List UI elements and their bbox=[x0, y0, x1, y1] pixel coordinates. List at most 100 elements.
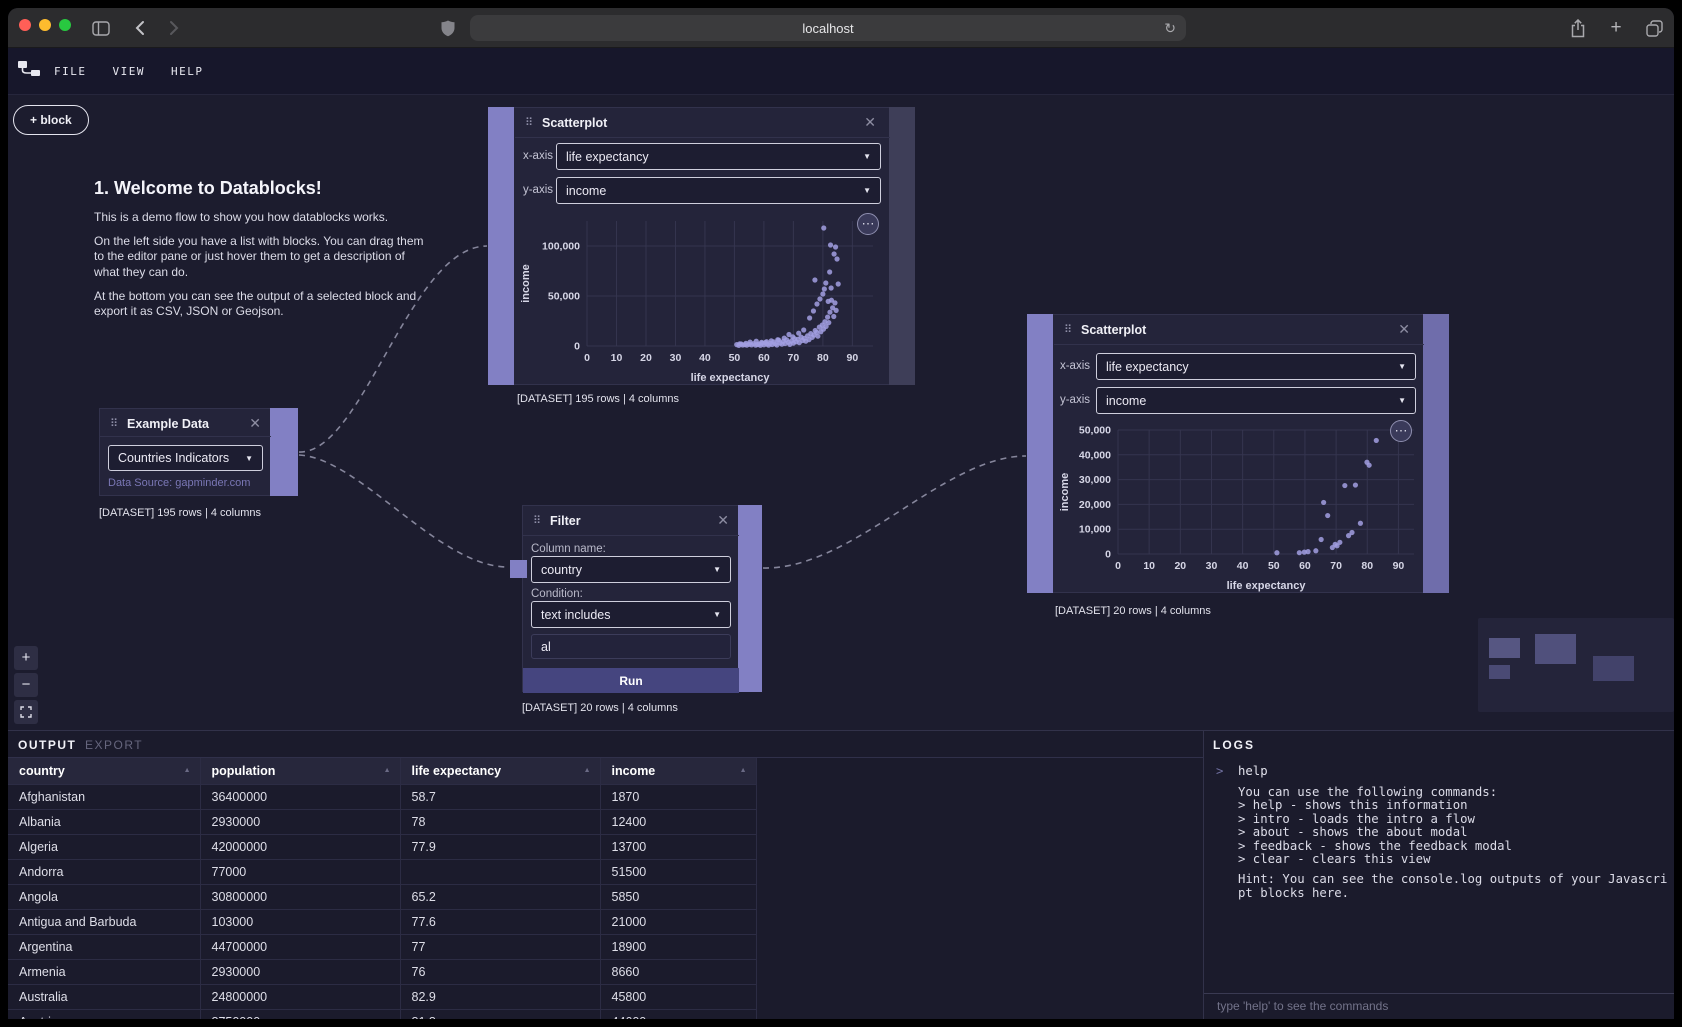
node-filter[interactable]: ⠿ Filter ✕ Column name: country▼ Conditi… bbox=[522, 505, 762, 692]
menu-item-file[interactable]: FILE bbox=[54, 65, 87, 78]
zoom-window-button[interactable] bbox=[59, 19, 71, 31]
close-node-icon[interactable]: ✕ bbox=[717, 513, 729, 527]
table-cell: 45800 bbox=[600, 984, 756, 1009]
add-block-button[interactable]: + block bbox=[13, 105, 89, 135]
sort-caret-icon[interactable]: ▲ bbox=[584, 767, 591, 774]
tab-export[interactable]: EXPORT bbox=[85, 738, 143, 752]
sort-caret-icon[interactable]: ▲ bbox=[184, 767, 191, 774]
menu-item-view[interactable]: VIEW bbox=[113, 65, 146, 78]
tab-output[interactable]: OUTPUT bbox=[18, 738, 76, 752]
close-node-icon[interactable]: ✕ bbox=[249, 416, 261, 430]
svg-text:80: 80 bbox=[1361, 560, 1373, 572]
y-axis-value: income bbox=[566, 184, 606, 198]
y-axis-select[interactable]: income ▼ bbox=[556, 177, 881, 204]
flow-canvas[interactable]: + block 1. Welcome to Datablocks! This i… bbox=[8, 95, 1674, 730]
x-axis-select[interactable]: life expectancy▼ bbox=[1096, 353, 1416, 380]
table-row: Andorra7700051500 bbox=[8, 859, 756, 884]
drag-handle-icon[interactable]: ⠿ bbox=[1064, 323, 1072, 336]
svg-text:10,000: 10,000 bbox=[1079, 524, 1111, 536]
logs-title: LOGS bbox=[1213, 738, 1255, 752]
tab-overview-button[interactable] bbox=[1642, 16, 1666, 40]
node-header[interactable]: ⠿ Scatterplot ✕ bbox=[515, 108, 890, 138]
close-window-button[interactable] bbox=[19, 19, 31, 31]
fit-view-button[interactable] bbox=[14, 700, 38, 724]
table-cell: 44700000 bbox=[200, 934, 400, 959]
address-bar[interactable]: localhost ↻ bbox=[470, 15, 1186, 41]
zoom-in-button[interactable]: + bbox=[14, 646, 38, 670]
output-port-filter[interactable] bbox=[738, 505, 762, 692]
table-cell: Albania bbox=[8, 809, 200, 834]
minimize-window-button[interactable] bbox=[39, 19, 51, 31]
log-response: You can use the following commands:> hel… bbox=[1238, 786, 1663, 866]
column-header-population[interactable]: population▲ bbox=[200, 758, 400, 784]
zoom-out-button[interactable]: − bbox=[14, 673, 38, 697]
table-cell: 78 bbox=[400, 809, 600, 834]
chevron-down-icon: ▼ bbox=[863, 186, 871, 195]
column-select[interactable]: country▼ bbox=[531, 556, 731, 583]
table-cell: 2930000 bbox=[200, 809, 400, 834]
output-port-example-data[interactable] bbox=[270, 408, 298, 496]
y-axis-select[interactable]: income▼ bbox=[1096, 387, 1416, 414]
forward-arrow-icon bbox=[169, 20, 179, 36]
column-value: country bbox=[541, 563, 582, 577]
column-name-label: Column name: bbox=[531, 543, 606, 555]
plus-icon: + bbox=[22, 647, 31, 669]
node-scatterplot-1[interactable]: ⠿ Scatterplot ✕ x-axis life expectancy▼ … bbox=[488, 107, 915, 385]
drag-handle-icon[interactable]: ⠿ bbox=[525, 116, 533, 129]
table-cell: Australia bbox=[8, 984, 200, 1009]
close-node-icon[interactable]: ✕ bbox=[864, 115, 876, 129]
column-header-life-expectancy[interactable]: life expectancy▲ bbox=[400, 758, 600, 784]
node-title: Scatterplot bbox=[542, 116, 607, 130]
svg-text:50,000: 50,000 bbox=[1079, 425, 1111, 437]
table-cell: 8660 bbox=[600, 959, 756, 984]
table-cell: 44600 bbox=[600, 1009, 756, 1019]
sort-caret-icon[interactable]: ▲ bbox=[384, 767, 391, 774]
node-header[interactable]: ⠿ Filter ✕ bbox=[523, 506, 739, 536]
share-button[interactable] bbox=[1566, 16, 1590, 40]
output-port-scatterplot-2[interactable] bbox=[1423, 314, 1449, 593]
condition-select[interactable]: text includes▼ bbox=[531, 601, 731, 628]
output-port-scatterplot-1[interactable] bbox=[889, 107, 915, 385]
chart-menu-button[interactable]: ⋯ bbox=[1390, 420, 1412, 442]
table-cell: Andorra bbox=[8, 859, 200, 884]
log-line: You can use the following commands: bbox=[1238, 786, 1663, 799]
node-example-data[interactable]: ⠿ Example Data ✕ Countries Indicators▼ D… bbox=[99, 408, 298, 496]
dataset-select[interactable]: Countries Indicators▼ bbox=[108, 445, 263, 471]
run-button[interactable]: Run bbox=[523, 668, 739, 693]
sort-caret-icon[interactable]: ▲ bbox=[740, 767, 747, 774]
sidebar-toggle-button[interactable] bbox=[89, 16, 113, 40]
table-cell: 65.2 bbox=[400, 884, 600, 909]
menu-item-help[interactable]: HELP bbox=[171, 65, 204, 78]
table-row: Australia2480000082.945800 bbox=[8, 984, 756, 1009]
output-table: country▲population▲life expectancy▲incom… bbox=[8, 758, 757, 1019]
close-node-icon[interactable]: ✕ bbox=[1398, 322, 1410, 336]
column-header-country[interactable]: country▲ bbox=[8, 758, 200, 784]
log-line: > feedback - shows the feedback modal bbox=[1238, 840, 1663, 853]
filter-query-input[interactable] bbox=[531, 634, 731, 659]
sidebar-icon bbox=[92, 21, 110, 36]
chart-menu-button[interactable]: ⋯ bbox=[857, 213, 879, 235]
input-port-scatterplot-2[interactable] bbox=[1027, 314, 1053, 593]
logs-command-input[interactable] bbox=[1217, 999, 1657, 1013]
address-url: localhost bbox=[802, 21, 853, 36]
input-port-scatterplot-1[interactable] bbox=[488, 107, 514, 385]
table-cell: 103000 bbox=[200, 909, 400, 934]
table-cell: 13700 bbox=[600, 834, 756, 859]
back-button[interactable] bbox=[128, 16, 152, 40]
drag-handle-icon[interactable]: ⠿ bbox=[533, 514, 541, 527]
node-header[interactable]: ⠿ Scatterplot ✕ bbox=[1054, 315, 1424, 345]
svg-text:50: 50 bbox=[1268, 560, 1280, 572]
table-cell: 30800000 bbox=[200, 884, 400, 909]
minimap[interactable] bbox=[1478, 618, 1674, 712]
drag-handle-icon[interactable]: ⠿ bbox=[110, 417, 118, 430]
node-scatterplot-2[interactable]: ⠿ Scatterplot ✕ x-axis life expectancy▼ … bbox=[1027, 314, 1449, 593]
forward-button[interactable] bbox=[162, 16, 186, 40]
plus-icon: + bbox=[1610, 17, 1621, 39]
table-cell: Algeria bbox=[8, 834, 200, 859]
new-tab-button[interactable]: + bbox=[1604, 16, 1628, 40]
column-header-income[interactable]: income▲ bbox=[600, 758, 756, 784]
edge-exampledata-filter bbox=[299, 455, 508, 567]
node-header[interactable]: ⠿ Example Data ✕ bbox=[100, 409, 271, 437]
x-axis-select[interactable]: life expectancy▼ bbox=[556, 143, 881, 170]
reload-icon[interactable]: ↻ bbox=[1164, 20, 1176, 37]
